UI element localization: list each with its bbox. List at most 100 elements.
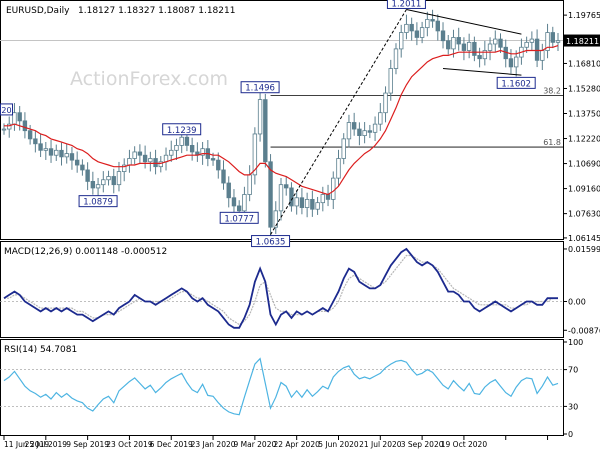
trendline <box>442 68 522 76</box>
fib-level-label: 38.2 <box>543 86 561 95</box>
candle-body <box>498 38 503 48</box>
rsi-y-tick-label: 70 <box>568 366 578 375</box>
candle-body <box>268 161 273 228</box>
candle-body <box>346 122 352 140</box>
candle-body <box>132 151 137 159</box>
swing-label-box <box>496 76 536 89</box>
x-tick-label: 21 Jul 2020 <box>359 440 402 449</box>
candle-body <box>325 194 331 200</box>
rsi-y-tick-label: 0 <box>568 430 573 439</box>
candle-body <box>299 197 305 208</box>
macd-signal-line <box>4 254 558 326</box>
candle-body <box>189 145 195 153</box>
swing-label-box <box>78 195 118 208</box>
candle-body <box>372 123 378 133</box>
candle-body <box>263 99 268 163</box>
swing-label: 1.1496 <box>245 84 275 94</box>
candle-body <box>357 128 362 136</box>
candle-body <box>33 138 38 145</box>
candle-body <box>320 194 326 204</box>
candle-body <box>137 151 143 156</box>
candle-body <box>80 164 85 171</box>
fib-level-label: 61.8 <box>543 138 561 147</box>
swing-label: 1.2011 <box>392 0 422 9</box>
swing-label-box <box>386 0 426 9</box>
candle-body <box>456 37 461 45</box>
candle-body <box>158 161 163 168</box>
candle-body <box>111 176 116 186</box>
current-price-label: 1.18211 <box>566 37 599 46</box>
candle-body <box>127 158 132 166</box>
candle-body <box>273 210 278 228</box>
x-tick-label: 19 Oct 2020 <box>441 440 488 449</box>
candle-body <box>284 184 289 189</box>
candle-body <box>48 148 54 156</box>
price-y-tick-label: 1.12220 <box>568 135 600 144</box>
candle-body <box>513 56 519 68</box>
candle-body <box>435 20 440 32</box>
candle-body <box>169 149 174 156</box>
swing-label: 1.0879 <box>83 198 113 208</box>
x-tick-label: 3 Sep 2020 <box>401 440 444 449</box>
rsi-y-tick-label: 100 <box>568 338 583 347</box>
swing-label: 1.1602 <box>501 79 531 89</box>
candle-body <box>315 202 320 210</box>
macd-y-tick-label: -0.00876 <box>568 326 600 335</box>
candle-body <box>367 130 373 133</box>
candle-body <box>74 159 80 166</box>
macd-y-tick-label: 0.00 <box>568 298 586 307</box>
candle-body <box>529 38 535 43</box>
candle-body <box>216 159 221 171</box>
price-y-tick-label: 1.10690 <box>568 160 600 169</box>
candle-body <box>383 92 388 114</box>
candle-body <box>257 99 263 135</box>
candle-body <box>179 136 184 146</box>
chart-symbol-label: EURUSD,Daily <box>6 6 70 16</box>
candle-body <box>493 38 498 45</box>
candle-body <box>388 68 393 94</box>
candle-body <box>236 205 242 212</box>
current-price-box <box>564 34 600 47</box>
candle-body <box>419 27 425 38</box>
rsi-line <box>3 357 559 416</box>
candle-body <box>461 43 467 51</box>
candle-body <box>487 43 493 51</box>
candle-body <box>451 37 456 50</box>
price-y-tick-label: 1.07630 <box>568 210 600 219</box>
candle-body <box>242 194 247 212</box>
swing-label-box <box>240 81 280 94</box>
x-tick-label: 22 Apr 2020 <box>273 440 320 449</box>
price-y-tick-label: 1.16810 <box>568 59 600 68</box>
candle-body <box>231 197 237 207</box>
price-layer: 38.2 61.8 1.2011 1.1496 1.1239 1.0879 1.0777 1.… <box>0 0 563 248</box>
candle-body <box>90 180 96 189</box>
candle-body <box>404 23 409 33</box>
x-tick-label: 5 Jun 2020 <box>318 440 359 449</box>
watermark: ActionForex.com <box>70 68 228 90</box>
rsi-y-tick-label: 30 <box>568 402 578 411</box>
candle-body <box>310 198 315 210</box>
candle-body <box>304 198 310 208</box>
rsi-panel-frame <box>0 339 564 436</box>
x-tick-label: 9 Sep 2019 <box>66 440 109 449</box>
candle-body <box>43 148 49 151</box>
candle-body <box>59 149 64 158</box>
candle-body <box>64 153 69 158</box>
swing-label: 1.1239 <box>167 126 197 136</box>
x-tick-label: 9 Mar 2020 <box>233 440 276 449</box>
price-y-tick-label: 1.06145 <box>568 234 600 243</box>
candle-body <box>508 58 514 68</box>
candle-body <box>294 197 299 207</box>
candle-body <box>95 184 101 189</box>
candle-body <box>540 50 545 61</box>
candle-body <box>524 41 529 48</box>
candle-body <box>378 112 383 125</box>
candle-body <box>425 19 430 29</box>
price-y-tick-label: 1.15280 <box>568 84 600 93</box>
candle-body <box>534 38 540 61</box>
price-y-tick-label: 1.09160 <box>568 185 600 194</box>
candle-body <box>27 130 33 140</box>
edge-label: 20 <box>1 106 11 115</box>
candle-body <box>440 30 446 42</box>
